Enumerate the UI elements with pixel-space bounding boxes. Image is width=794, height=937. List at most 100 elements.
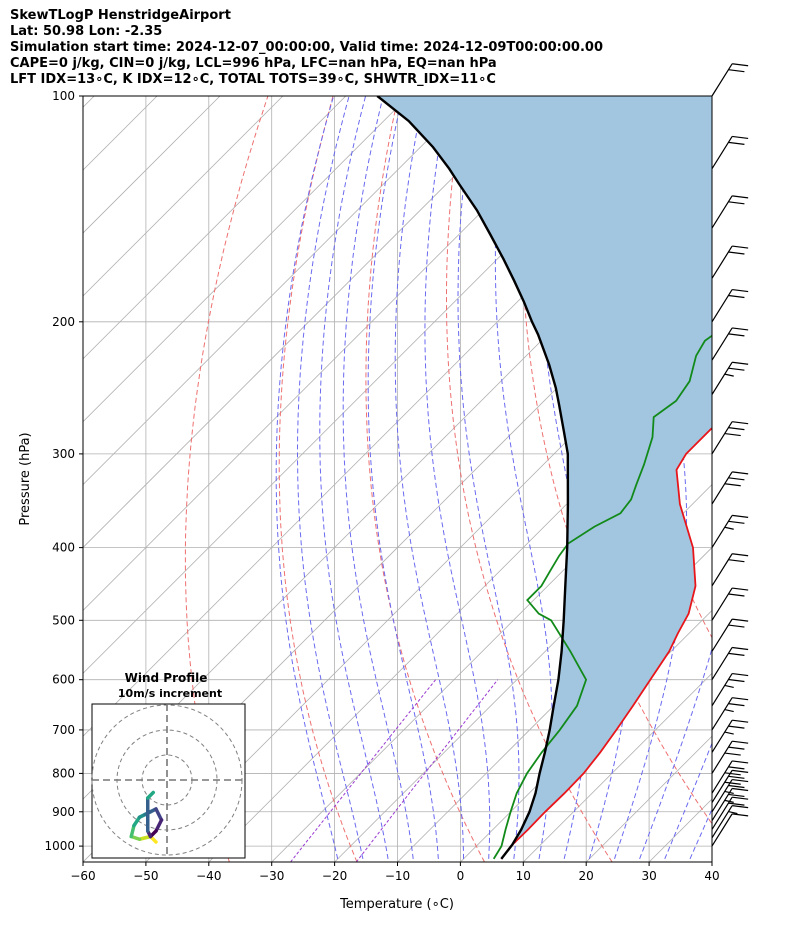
wind-barbs [711,63,749,847]
skewed-isotherm [83,96,409,423]
wind-barb [711,514,749,548]
parcel-path-line [376,96,570,860]
cin-shade-area [377,96,712,859]
cape-line: CAPE=0 j/kg, CIN=0 j/kg, LCL=996 hPa, LF… [10,56,497,71]
chart-title: SkewTLogP HenstridgeAirport [10,8,231,23]
wind-barb [711,327,749,361]
skewed-isotherm [83,96,598,611]
x-tick-label: 10 [516,869,531,883]
moist-adiabat [319,96,389,859]
skewed-isotherm [83,96,535,549]
hodograph-trace-segment [129,823,136,839]
wind-barb [711,719,749,753]
moist-adiabat [342,96,414,859]
hodograph-trace-segment [154,807,164,822]
moist-adiabat [297,96,364,859]
skewed-isotherm [83,96,221,234]
y-tick-label: 200 [52,315,75,329]
dewpoint-line [492,334,712,860]
x-tick-label: 20 [579,869,594,883]
x-tick-label: −30 [259,869,284,883]
x-tick-label: −50 [133,869,158,883]
hodograph-trace-segment [146,790,155,800]
x-tick-label: 0 [457,869,465,883]
mixing-ratio-line [290,679,436,862]
hodograph-subtitle: 10m/s increment [118,687,222,700]
skewed-isotherm [397,546,712,862]
wind-barb [711,769,749,803]
chart-header: SkewTLogP HenstridgeAirport Lat: 50.98 L… [10,8,603,88]
moist-adiabat [664,741,712,860]
wind-barb [711,760,749,794]
wind-barb [711,778,749,813]
y-tick-label: 400 [52,541,75,555]
dry-adiabat [184,96,269,862]
hodograph-title: Wind Profile [125,671,208,685]
time-line: Simulation start time: 2024-12-07_00:00:… [10,40,603,55]
hodograph-trace-segment [137,834,153,841]
y-tick-label: 600 [52,673,75,687]
dry-adiabat [446,96,613,862]
location-line: Lat: 50.98 Lon: -2.35 [10,24,163,39]
wind-barb [711,672,749,707]
y-tick-label: 300 [52,447,75,461]
wind-barb [711,740,749,774]
skewed-isotherm [145,295,712,862]
skewed-isotherm [523,672,712,862]
wind-barb [711,697,749,731]
index-line: LFT IDX=13∘C, K IDX=12∘C, TOTAL TOTS=39∘… [10,72,496,87]
moist-adiabat [457,96,520,859]
hodograph-frame [91,703,246,859]
wind-barb [711,135,749,170]
x-tick-label: −60 [70,869,95,883]
wind-barb [711,63,749,97]
wind-barb [711,813,749,847]
hodograph: Wind Profile 10m/s increment [91,671,246,859]
wind-barb [711,646,749,681]
wind-barb [711,805,749,839]
y-tick-label: 500 [52,613,75,627]
x-tick-label: −20 [322,869,347,883]
wind-barb [711,618,749,652]
x-tick-label: 40 [704,869,719,883]
moist-adiabat [367,96,439,859]
temperature-line [500,427,712,860]
y-tick-label: 700 [52,723,75,737]
wind-barb [711,245,749,279]
wind-barb [711,553,749,587]
skewed-isotherm [83,96,95,108]
wind-barb [711,195,749,229]
wind-barb [711,787,749,822]
dry-adiabat [365,96,485,862]
dry-adiabat [789,96,794,862]
skewed-isotherm [83,96,284,297]
y-axis-label: Pressure (hPa) [18,432,33,525]
series-layer [376,96,712,860]
skewed-isotherm [334,484,712,862]
x-axis-label: Temperature (∘C) [339,897,454,912]
skewed-isotherm [83,96,347,360]
wind-barb [711,421,749,455]
dry-adiabat [278,96,358,862]
x-tick-label: −10 [385,869,410,883]
x-tick-label: −40 [196,869,221,883]
y-tick-label: 900 [52,805,75,819]
hodograph-trace-segment [154,818,164,833]
skewed-isotherm [711,861,712,862]
skewed-isotherm [83,96,472,486]
wind-barb [711,361,749,395]
tick-layer: −60 −50 −40 −30 −20 −10 0 10 20 30 40 100 200 300 400 5… [44,89,719,883]
wind-barb [711,288,749,323]
y-tick-label: 1000 [44,839,75,853]
x-tick-label: 30 [641,869,656,883]
moist-adiabat [394,96,464,859]
moist-adiabat [275,96,339,860]
moist-adiabat [639,646,712,860]
wind-barb [711,471,749,505]
y-tick-label: 100 [52,89,75,103]
y-tick-label: 800 [52,766,75,780]
dry-adiabat [521,96,712,825]
mixing-ratio-line [355,679,499,862]
moist-adiabat [494,96,553,859]
